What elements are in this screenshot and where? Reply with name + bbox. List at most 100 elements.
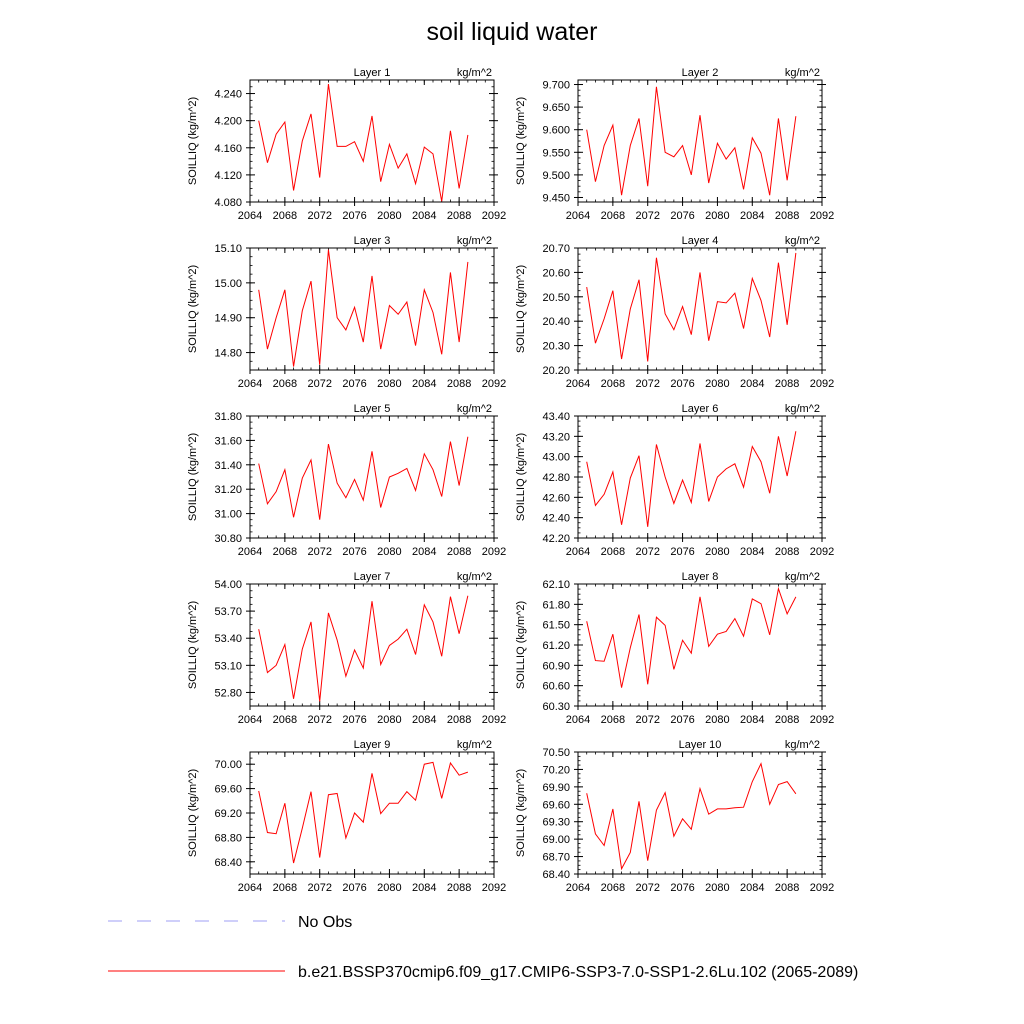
legend: No Obs b.e21.BSSP370cmip6.f09_g17.CMIP6-… [108,914,858,981]
y-tick-label: 52.80 [214,687,242,699]
y-tick-label: 9.550 [542,147,570,159]
x-tick-label: 2084 [740,210,764,222]
x-tick-label: 2064 [238,546,262,558]
legend-model-label: b.e21.BSSP370cmip6.f09_g17.CMIP6-SSP3-7.… [298,964,858,981]
x-tick-label: 2072 [635,714,659,726]
y-tick-label: 30.80 [214,533,242,545]
y-tick-label: 14.90 [214,313,242,325]
y-tick-label: 70.50 [542,747,570,759]
panel-layer-6: Layer 6 kg/m^2 SOILLIQ (kg/m^2) 2064 2068 207… [515,403,834,558]
series-line-model [258,595,469,702]
panel-title: Layer 9 [354,739,391,751]
y-tick-label: 4.240 [214,89,242,101]
y-tick-label: 43.20 [542,431,570,443]
x-tick-label: 2084 [740,378,764,390]
x-tick-label: 2076 [670,882,694,894]
series-line-model [586,586,797,688]
x-tick-label: 2092 [482,210,506,222]
x-tick-label: 2088 [447,882,471,894]
y-tick-label: 42.20 [542,533,570,545]
x-tick-label: 2092 [482,378,506,390]
x-tick-label: 2072 [635,210,659,222]
panel-title: Layer 7 [354,571,391,583]
y-tick-label: 68.40 [214,857,242,869]
panel-units: kg/m^2 [457,571,492,583]
y-tick-label: 43.40 [542,411,570,423]
x-tick-label: 2088 [775,378,799,390]
y-tick-label: 14.80 [214,348,242,360]
y-tick-label: 42.80 [542,472,570,484]
y-tick-label: 61.80 [542,599,570,611]
x-tick-label: 2064 [238,378,262,390]
panel-layer-8: Layer 8 kg/m^2 SOILLIQ (kg/m^2) 2064 2068 207… [515,571,834,726]
x-tick-label: 2076 [670,714,694,726]
x-tick-label: 2080 [705,714,729,726]
x-tick-label: 2080 [705,882,729,894]
y-tick-label: 4.200 [214,116,242,128]
y-tick-label: 31.00 [214,509,242,521]
x-tick-label: 2072 [307,378,331,390]
y-tick-label: 69.30 [542,817,570,829]
y-tick-label: 4.160 [214,143,242,155]
x-tick-label: 2068 [273,210,297,222]
x-tick-label: 2088 [775,546,799,558]
x-tick-label: 2084 [412,378,436,390]
panel-layer-4: Layer 4 kg/m^2 SOILLIQ (kg/m^2) 2064 2068 207… [515,235,834,390]
y-tick-label: 69.60 [542,799,570,811]
y-tick-label: 4.080 [214,197,242,209]
panel-layer-2: Layer 2 kg/m^2 SOILLIQ (kg/m^2) 2064 2068 207… [515,67,834,222]
y-axis-label: SOILLIQ (kg/m^2) [187,601,199,689]
plot-frame [577,751,823,875]
series-line-model [258,436,469,520]
y-axis-label: SOILLIQ (kg/m^2) [187,97,199,185]
y-tick-label: 4.120 [214,170,242,182]
x-tick-label: 2064 [566,378,590,390]
x-tick-label: 2080 [705,546,729,558]
y-tick-label: 31.60 [214,435,242,447]
y-tick-label: 60.60 [542,681,570,693]
y-axis-label: SOILLIQ (kg/m^2) [187,433,199,521]
y-tick-label: 9.650 [542,102,570,114]
panel-layer-1: Layer 1 kg/m^2 SOILLIQ (kg/m^2) 2064 2068 207… [187,67,506,222]
x-tick-label: 2080 [705,378,729,390]
x-tick-label: 2092 [482,882,506,894]
x-tick-label: 2068 [273,714,297,726]
x-tick-label: 2080 [377,378,401,390]
y-tick-label: 69.60 [214,784,242,796]
series-line-model [258,761,469,864]
x-tick-label: 2064 [566,546,590,558]
y-tick-label: 9.500 [542,170,570,182]
y-tick-label: 69.90 [542,782,570,794]
panel-layer-10: Layer 10 kg/m^2 SOILLIQ (kg/m^2) 2064 2068 20… [515,739,834,894]
x-tick-label: 2092 [810,210,834,222]
y-tick-label: 53.10 [214,660,242,672]
y-tick-label: 15.00 [214,278,242,290]
series-line-model [258,84,469,202]
y-tick-label: 42.40 [542,513,570,525]
panel-title: Layer 4 [682,235,719,247]
x-tick-label: 2080 [705,210,729,222]
y-tick-label: 69.20 [214,808,242,820]
y-tick-label: 31.20 [214,484,242,496]
x-tick-label: 2088 [775,210,799,222]
x-tick-label: 2068 [601,882,625,894]
y-tick-label: 68.80 [214,832,242,844]
panel-units: kg/m^2 [457,235,492,247]
x-tick-label: 2092 [810,882,834,894]
panel-layer-5: Layer 5 kg/m^2 SOILLIQ (kg/m^2) 2064 2068 207… [187,403,506,558]
y-tick-label: 68.40 [542,869,570,881]
x-tick-label: 2068 [273,882,297,894]
x-tick-label: 2072 [635,378,659,390]
panel-title: Layer 1 [354,67,391,79]
x-tick-label: 2084 [412,210,436,222]
x-tick-label: 2064 [238,714,262,726]
y-tick-label: 61.50 [542,620,570,632]
y-tick-label: 68.70 [542,852,570,864]
x-tick-label: 2088 [447,210,471,222]
x-tick-label: 2076 [670,378,694,390]
panel-units: kg/m^2 [785,67,820,79]
panel-title: Layer 8 [682,571,719,583]
x-tick-label: 2064 [566,210,590,222]
x-tick-label: 2092 [810,546,834,558]
